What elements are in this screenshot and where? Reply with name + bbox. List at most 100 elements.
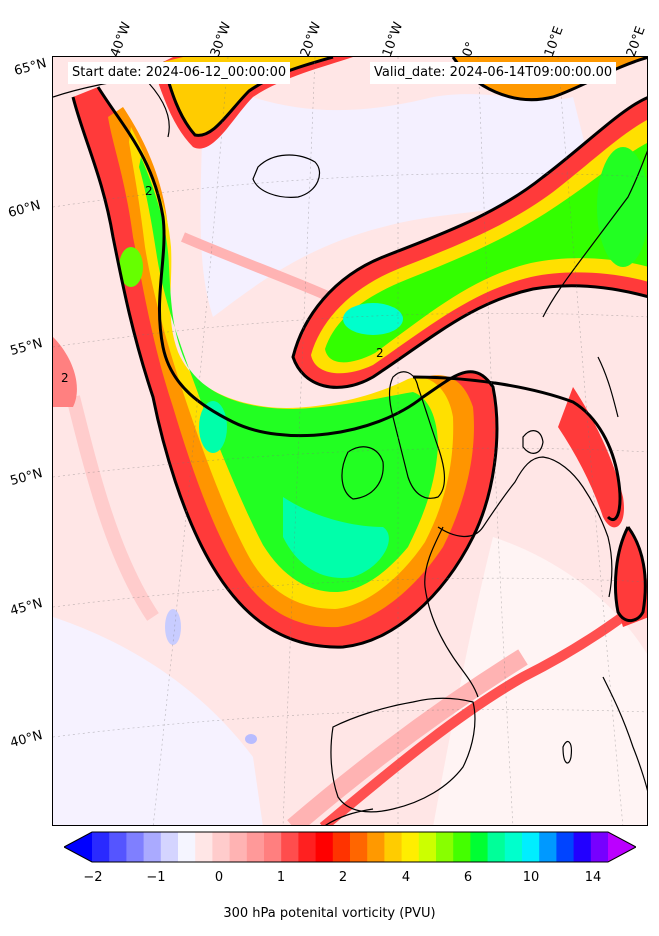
low-pv-region-southwest	[53, 617, 263, 825]
colorbar-segment	[556, 832, 575, 862]
lon-label-20e: 20°E	[623, 24, 649, 59]
pv2-contour-southeast	[613, 526, 647, 623]
colorbar-tick-4: 4	[401, 870, 411, 885]
lat-label-65n: 65°N	[12, 56, 49, 79]
pv-map: 2 2 2	[53, 57, 647, 825]
graticule-lon-0	[477, 57, 514, 825]
colorbar-segment	[143, 832, 162, 862]
graticule-lat-60	[53, 172, 647, 208]
contour-label-3: 2	[61, 371, 69, 385]
blue-patch-2	[245, 734, 257, 744]
jet-band-green-east	[597, 147, 647, 267]
graticule-lat-40	[53, 709, 647, 738]
colorbar-segment	[350, 832, 368, 862]
corsica-sardinia	[562, 740, 572, 764]
colorbar-segment	[92, 832, 110, 862]
iberia-coast	[330, 697, 476, 813]
colorbar-segment	[384, 832, 403, 862]
graticule-lat-55	[53, 312, 647, 348]
denmark-coast	[522, 430, 544, 454]
lat-label-55n: 55°N	[8, 336, 45, 359]
lon-label-20w: 20°W	[297, 20, 325, 59]
low-pv-region-north	[200, 77, 593, 317]
continent-coast	[437, 456, 613, 598]
lat-label-45n: 45°N	[8, 596, 45, 619]
colorbar-segment	[178, 832, 196, 862]
colorbar-segment	[229, 832, 248, 862]
east-streamer-red	[558, 387, 624, 528]
pink-streak-south	[287, 649, 528, 825]
france-coast	[424, 526, 479, 698]
low-pv-region-southeast	[433, 537, 647, 825]
map-frame: 2 2 2	[52, 56, 648, 826]
colorbar-segment	[401, 832, 420, 862]
north-africa-coast	[325, 808, 374, 825]
colorbar-segment	[573, 832, 592, 862]
lon-label-10e: 10°E	[541, 24, 567, 59]
iceland-coast	[252, 154, 320, 198]
trough-cyan-patch-west	[199, 401, 227, 453]
lon-label-10w: 10°W	[379, 20, 407, 59]
lon-label-30w: 30°W	[207, 20, 235, 59]
italy-coast	[602, 676, 647, 792]
colorbar-tick-10: 10	[522, 870, 540, 885]
lat-label-50n: 50°N	[8, 466, 45, 489]
sweden-coast	[597, 356, 619, 418]
colorbar-segment	[109, 832, 127, 862]
colorbar-segment	[436, 832, 454, 862]
red-streak-south	[319, 593, 647, 825]
colorbar-segment	[212, 832, 231, 862]
colorbar-tick-neg1: −1	[146, 870, 166, 885]
colorbar-tick-1: 1	[276, 870, 286, 885]
jet-band-cyan-core	[343, 303, 403, 335]
colorbar-segment	[195, 832, 213, 862]
colorbar	[64, 831, 636, 863]
left-edge-red	[53, 337, 77, 407]
start-date-label: Start date: 2024-06-12_00:00:00	[68, 62, 291, 84]
britain-coast	[389, 371, 445, 499]
colorbar-tick-6: 6	[463, 870, 473, 885]
valid-date-label: Valid_date: 2024-06-14T09:00:00.00	[370, 62, 617, 84]
colorbar-segment	[332, 832, 351, 862]
colorbar-segment	[590, 832, 609, 862]
pv2-contour-east	[412, 375, 622, 521]
trough-cyan-patch-north	[119, 247, 143, 287]
colorbar-segment	[246, 832, 265, 862]
blue-patch-1	[165, 609, 181, 645]
colorbar-extend-max	[608, 832, 636, 862]
colorbar-segment	[126, 832, 145, 862]
colorbar-segment	[522, 832, 540, 862]
colorbar-outline	[64, 831, 636, 863]
graticule	[53, 57, 647, 825]
lon-label-40w: 40°W	[107, 20, 135, 59]
colorbar-segment	[160, 832, 179, 862]
colorbar-segment	[418, 832, 437, 862]
norway-coast	[542, 150, 647, 318]
colorbar-extend-min	[64, 832, 92, 862]
pv2-contour-jet	[291, 96, 647, 389]
colorbar-segment	[298, 832, 317, 862]
pv2-contour-trough	[71, 86, 499, 649]
colorbar-segment	[367, 832, 385, 862]
colorbar-tick-2: 2	[338, 870, 348, 885]
colorbar-segment	[539, 832, 557, 862]
pv2-contour-north	[161, 57, 334, 137]
trough-core-cyan	[283, 497, 389, 578]
graticule-lat-50	[53, 447, 647, 478]
contour-label-2: 2	[376, 346, 384, 360]
graticule-lon-20w	[282, 57, 316, 825]
colorbar-segment	[487, 832, 506, 862]
colorbar-segment	[281, 832, 299, 862]
lat-label-40n: 40°N	[8, 728, 45, 751]
pink-streak-2	[66, 395, 159, 621]
colorbar-segment	[264, 832, 282, 862]
colorbar-segment	[315, 832, 334, 862]
colorbar-tick-0: 0	[214, 870, 224, 885]
graticule-lat-45	[53, 577, 647, 608]
colorbar-segment	[470, 832, 489, 862]
colorbar-tick-neg2: −2	[83, 870, 103, 885]
contour-label-1: 2	[145, 184, 153, 198]
lat-label-60n: 60°N	[6, 198, 43, 221]
colorbar-tick-14: 14	[584, 870, 602, 885]
colorbar-segment	[453, 832, 471, 862]
